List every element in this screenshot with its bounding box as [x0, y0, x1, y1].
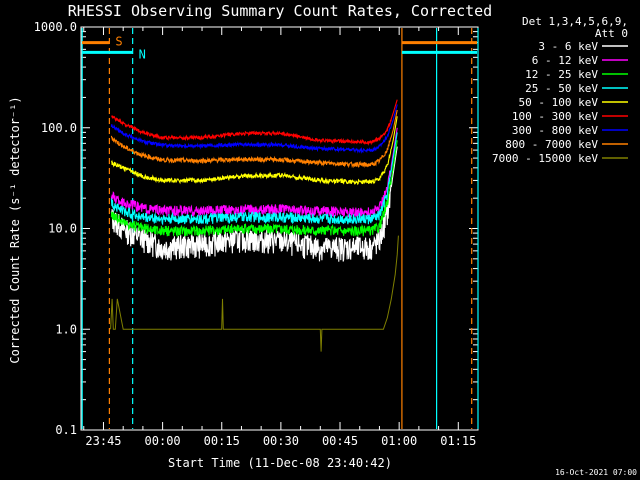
series-line: [110, 132, 398, 226]
legend-entry-label: 6 - 12 keV: [532, 54, 599, 67]
y-tick-label: 0.1: [55, 423, 77, 437]
x-tick-label: 00:45: [322, 434, 358, 448]
legend-entry-label: 12 - 25 keV: [525, 68, 598, 81]
legend-entry-label: 7000 - 15000 keV: [492, 152, 598, 165]
y-tick-label: 1000.0: [34, 20, 77, 34]
x-tick-label: 00:00: [145, 434, 181, 448]
x-tick-label: 01:15: [440, 434, 476, 448]
x-tick-label: 00:15: [204, 434, 240, 448]
legend-entry-label: 50 - 100 keV: [519, 96, 599, 109]
chart-title: RHESSI Observing Summary Count Rates, Co…: [68, 2, 492, 20]
x-tick-label: 01:00: [381, 434, 417, 448]
y-axis-label: Corrected Count Rate (s⁻¹ detector⁻¹): [8, 96, 22, 363]
flag-label: N: [139, 47, 146, 61]
plot-layer: 0.1 1.0 10.0 100.0 1000.0 23:45 00:00 00:15 00:3…: [34, 20, 479, 448]
legend-entry-label: 3 - 6 keV: [538, 40, 598, 53]
legend-entry-label: 300 - 800 keV: [512, 124, 598, 137]
series-line: [110, 104, 398, 154]
legend-entry-label: 100 - 300 keV: [512, 110, 598, 123]
generation-timestamp: 16-Oct-2021 07:00: [555, 468, 637, 477]
series-line: [110, 235, 399, 352]
legend-header-detectors: Det 1,3,4,5,6,9,: [522, 15, 628, 28]
series-line: [110, 146, 398, 262]
legend-entry-label: 800 - 7000 keV: [505, 138, 598, 151]
series-line: [110, 116, 398, 186]
y-tick-label: 1.0: [55, 322, 77, 336]
y-tick-label: 10.0: [48, 222, 77, 236]
flag-label: S: [115, 35, 122, 49]
legend-entry-label: 25 - 50 keV: [525, 82, 598, 95]
series-line: [111, 99, 398, 146]
legend-header-attenuator: Att 0: [595, 27, 628, 40]
plot-frame: [80, 26, 479, 431]
x-tick-label: 00:30: [263, 434, 299, 448]
x-tick-label: 23:45: [85, 434, 121, 448]
series-line: [110, 109, 398, 169]
series-line: [110, 140, 398, 238]
y-tick-label: 100.0: [41, 121, 77, 135]
x-axis-label: Start Time (11-Dec-08 23:40:42): [168, 456, 392, 470]
